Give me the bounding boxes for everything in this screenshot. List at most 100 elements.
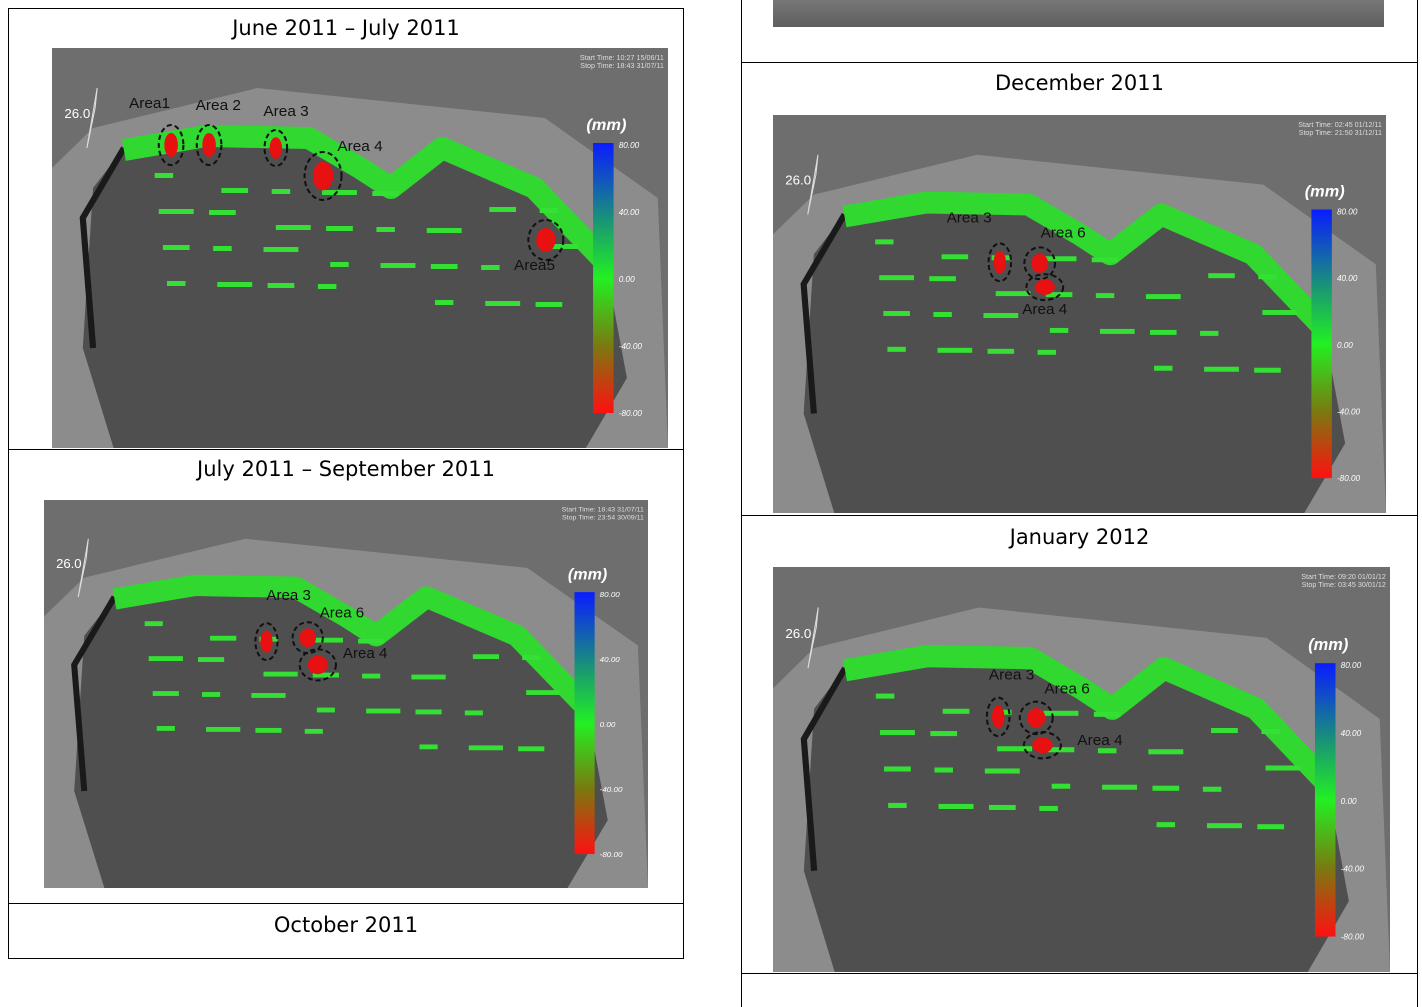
red-spot bbox=[1032, 737, 1052, 753]
green-patch bbox=[930, 731, 957, 736]
green-patch bbox=[934, 767, 953, 772]
green-patch bbox=[198, 657, 224, 662]
caption: January 2012 bbox=[741, 525, 1418, 549]
area-label: Area 4 bbox=[1077, 732, 1123, 749]
green-patch bbox=[943, 709, 970, 714]
green-patch bbox=[1266, 765, 1301, 770]
scale-label: 0.00 bbox=[1337, 341, 1353, 350]
green-patch bbox=[217, 282, 252, 287]
area-label: Area 6 bbox=[1044, 681, 1089, 698]
area-label: Area 2 bbox=[196, 97, 241, 114]
green-patch bbox=[419, 744, 437, 749]
red-spot bbox=[992, 705, 1004, 728]
green-patch bbox=[1258, 274, 1276, 279]
green-patch bbox=[431, 264, 458, 269]
scale-label: 40.00 bbox=[1341, 729, 1362, 738]
green-patch bbox=[1211, 728, 1238, 733]
green-patch bbox=[155, 173, 173, 178]
red-spot bbox=[1031, 254, 1048, 273]
green-patch bbox=[167, 281, 185, 286]
scale-label: -80.00 bbox=[600, 850, 623, 859]
green-patch bbox=[326, 226, 353, 231]
green-patch bbox=[1039, 806, 1058, 811]
axis-label: 26.0 bbox=[785, 173, 811, 188]
green-patch bbox=[1094, 712, 1121, 717]
green-patch bbox=[322, 190, 357, 195]
green-patch bbox=[210, 636, 236, 641]
green-patch bbox=[989, 805, 1016, 810]
green-patch bbox=[1257, 824, 1284, 829]
green-patch bbox=[317, 708, 335, 713]
green-patch bbox=[276, 225, 311, 230]
green-patch bbox=[263, 247, 298, 252]
green-patch bbox=[983, 313, 1018, 318]
green-patch bbox=[997, 746, 1032, 751]
green-patch bbox=[465, 710, 483, 715]
red-spot bbox=[1027, 708, 1045, 727]
green-patch bbox=[1050, 328, 1068, 333]
scale-label: 0.00 bbox=[1341, 797, 1357, 806]
area-label: Area 3 bbox=[947, 210, 992, 227]
green-patch bbox=[1200, 331, 1218, 336]
green-patch bbox=[255, 728, 281, 733]
green-patch bbox=[933, 312, 951, 317]
green-patch bbox=[153, 691, 179, 696]
scale-label: 80.00 bbox=[619, 141, 640, 150]
axis-label: 26.0 bbox=[56, 556, 81, 571]
green-patch bbox=[1261, 729, 1280, 734]
red-spot bbox=[270, 137, 282, 159]
green-patch bbox=[985, 768, 1020, 773]
unit-label: (mm) bbox=[586, 116, 626, 134]
unit-label: (mm) bbox=[1308, 636, 1348, 654]
green-patch bbox=[469, 745, 503, 750]
green-patch bbox=[522, 655, 540, 660]
green-patch bbox=[1052, 784, 1071, 789]
start-time: Start Time: 10:27 15/06/11 bbox=[580, 54, 664, 62]
area-label: Area 6 bbox=[320, 606, 364, 622]
green-patch bbox=[206, 727, 240, 732]
row-divider bbox=[741, 62, 1418, 63]
caption: October 2011 bbox=[8, 913, 684, 937]
area-label: Area 4 bbox=[343, 646, 387, 662]
scale-label: 80.00 bbox=[1337, 208, 1358, 217]
green-patch bbox=[1154, 366, 1172, 371]
green-patch bbox=[366, 709, 400, 714]
green-patch bbox=[362, 674, 380, 679]
green-patch bbox=[1092, 257, 1119, 262]
colorbar bbox=[1315, 663, 1336, 936]
green-patch bbox=[884, 766, 911, 771]
area-label: Area 6 bbox=[1041, 225, 1086, 242]
green-patch bbox=[1208, 273, 1235, 278]
green-patch bbox=[473, 654, 499, 659]
area-label: Area 3 bbox=[989, 666, 1034, 683]
red-spot bbox=[1035, 279, 1055, 295]
start-time: Start Time: 09:20 01/01/12 bbox=[1301, 573, 1386, 581]
displacement-map: 80.0040.000.00-40.00-80.00(mm)Start Time… bbox=[52, 48, 668, 448]
red-spot bbox=[313, 162, 333, 191]
scale-label: 80.00 bbox=[1341, 661, 1362, 670]
green-patch bbox=[263, 672, 297, 677]
green-patch bbox=[435, 300, 453, 305]
caption: December 2011 bbox=[741, 71, 1418, 95]
green-patch bbox=[1262, 310, 1297, 315]
green-patch bbox=[305, 729, 323, 734]
green-patch bbox=[268, 283, 295, 288]
green-patch bbox=[540, 208, 558, 213]
green-patch bbox=[883, 311, 910, 316]
red-spot bbox=[260, 631, 272, 653]
stop-time: Stop Time: 03:45 30/01/12 bbox=[1302, 581, 1386, 589]
green-patch bbox=[1146, 294, 1181, 299]
green-patch bbox=[879, 275, 914, 280]
colorbar bbox=[575, 592, 595, 854]
green-patch bbox=[1150, 330, 1177, 335]
green-patch bbox=[330, 262, 348, 267]
green-patch bbox=[888, 803, 907, 808]
green-patch bbox=[1152, 786, 1179, 791]
green-patch bbox=[1102, 785, 1137, 790]
green-patch bbox=[1148, 749, 1183, 754]
displacement-map: 80.0040.000.00-40.00-80.00(mm)Start Time… bbox=[773, 115, 1386, 513]
scale-label: 40.00 bbox=[619, 208, 640, 217]
green-patch bbox=[536, 302, 563, 307]
green-patch bbox=[996, 291, 1031, 296]
scale-label: -40.00 bbox=[619, 342, 643, 351]
